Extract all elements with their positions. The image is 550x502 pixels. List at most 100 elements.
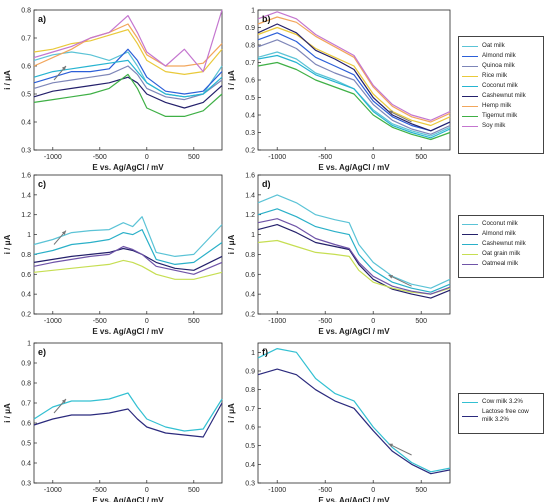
y-tick-label: 0.8 <box>21 381 31 388</box>
panel-b: 0.2 0.3 0.4 0.5 0.6 0.7 0.8 0.9 1 -1000 -500 0 500 b)… <box>227 8 451 172</box>
series-line <box>257 239 451 295</box>
y-tick-label: 0.2 <box>245 148 255 155</box>
direction-arrow <box>388 274 412 287</box>
x-tick-label: 500 <box>415 154 427 161</box>
y-tick-label: 0.4 <box>245 113 255 120</box>
legend-entry: Oat grain milk <box>459 249 543 259</box>
y-tick-label: 1.6 <box>21 173 31 180</box>
x-tick-label: 500 <box>188 487 200 494</box>
y-tick-label: 0.6 <box>21 64 31 71</box>
y-tick-label: 0.8 <box>245 252 255 259</box>
direction-arrow <box>388 443 412 456</box>
legend-entry: Oatmeal milk <box>459 259 543 269</box>
y-tick-label: 1 <box>251 232 255 239</box>
direction-arrow-head <box>388 443 394 448</box>
series-line <box>33 229 223 265</box>
panel-c: 0.2 0.4 0.6 0.8 1 1.2 1.4 1.6 -1000 -500 0 500 c) E v… <box>3 173 223 336</box>
y-tick-label: 0.2 <box>21 312 31 319</box>
panel-letter: c) <box>38 179 46 189</box>
series-line <box>257 208 451 293</box>
legend-panel-e-f: Cow milk 3.2% Lactose free cow milk 3.2% <box>458 393 544 434</box>
legend-entry: Soy milk <box>459 121 543 131</box>
legend-label: Almond milk <box>482 52 516 59</box>
legend-swatch <box>462 65 478 67</box>
y-tick-label: 0.7 <box>21 36 31 43</box>
direction-arrow <box>388 110 412 123</box>
series-line <box>257 54 451 139</box>
y-tick-label: 0.4 <box>21 120 31 127</box>
x-tick-label: -500 <box>93 154 107 161</box>
legend-entry: Almond milk <box>459 229 543 239</box>
direction-arrow-head <box>388 110 394 115</box>
panel-letter: b) <box>262 14 271 24</box>
x-tick-label: -500 <box>318 487 332 494</box>
y-tick-label: 0.8 <box>21 8 31 15</box>
y-tick-label: 0.6 <box>21 421 31 428</box>
y-axis-label: i / μA <box>3 403 12 423</box>
legend-label: Almond milk <box>482 230 516 237</box>
legend-swatch <box>462 263 478 265</box>
y-tick-label: 1 <box>27 341 31 348</box>
legend-label: Cashewnut milk <box>482 92 526 99</box>
legend-entry: Cow milk 3.2% <box>459 397 543 407</box>
legend-entry: Rice milk <box>459 71 543 81</box>
y-tick-label: 1 <box>251 350 255 357</box>
series-line <box>33 73 223 117</box>
series-line <box>33 76 223 109</box>
y-tick-label: 0.9 <box>245 25 255 32</box>
series-line <box>257 23 451 132</box>
y-tick-label: 1.4 <box>245 192 255 199</box>
y-tick-label: 0.5 <box>21 441 31 448</box>
y-tick-label: 0.8 <box>245 43 255 50</box>
legend-entry: Quinoa milk <box>459 61 543 71</box>
legend-swatch <box>462 85 478 87</box>
series-line <box>257 348 451 473</box>
x-axis-label: E vs. Ag/AgCl / mV <box>92 163 164 172</box>
series-line <box>257 26 451 127</box>
panel-d: 0.2 0.4 0.6 0.8 1 1.2 1.4 1.6 -1000 -500 0 500 d) E v… <box>227 173 451 336</box>
y-tick-label: 0.3 <box>245 130 255 137</box>
x-tick-label: 500 <box>415 487 427 494</box>
y-axis-label: i / μA <box>227 70 236 90</box>
legend-swatch <box>462 95 478 97</box>
x-tick-label: 500 <box>188 318 200 325</box>
series-line <box>33 247 223 271</box>
series-line <box>257 194 451 289</box>
x-tick-label: 500 <box>188 154 200 161</box>
y-tick-label: 0.7 <box>245 60 255 67</box>
x-tick-label: -1000 <box>268 487 286 494</box>
direction-arrow-head <box>61 66 66 71</box>
x-axis-label: E vs. Ag/AgCl / mV <box>318 163 390 172</box>
x-tick-label: -500 <box>318 318 332 325</box>
series-line <box>33 59 223 98</box>
direction-arrow-head <box>61 399 66 404</box>
legend-label: Cashewnut milk <box>482 240 526 247</box>
y-tick-label: 0.9 <box>245 369 255 376</box>
series-line <box>257 16 451 123</box>
legend-swatch <box>462 233 478 235</box>
x-tick-label: 0 <box>371 318 375 325</box>
legend-entry: Tigernut milk <box>459 111 543 121</box>
legend-swatch <box>462 55 478 57</box>
x-tick-label: -500 <box>318 154 332 161</box>
legend-label: Quinoa milk <box>482 62 515 69</box>
y-tick-label: 0.9 <box>21 361 31 368</box>
series-line <box>257 39 451 135</box>
legend-label: Tigernut milk <box>482 112 518 119</box>
x-tick-label: -500 <box>93 487 107 494</box>
x-tick-label: 0 <box>371 487 375 494</box>
x-tick-label: 0 <box>145 318 149 325</box>
panel-letter: d) <box>262 179 271 189</box>
legend-swatch <box>462 223 478 225</box>
legend-entry: Oat milk <box>459 41 543 51</box>
legend-entry: Almond milk <box>459 51 543 61</box>
y-tick-label: 0.6 <box>245 78 255 85</box>
y-tick-label: 1.2 <box>21 212 31 219</box>
legend-entry: Coconut milk <box>459 81 543 91</box>
y-tick-label: 0.2 <box>245 312 255 319</box>
legend-label: Cow milk 3.2% <box>482 398 523 405</box>
x-axis-label: E vs. Ag/AgCl / mV <box>318 496 390 502</box>
legend-swatch <box>462 105 478 107</box>
legend-entry: Hemp milk <box>459 101 543 111</box>
legend-label: Coconut milk <box>482 82 518 89</box>
